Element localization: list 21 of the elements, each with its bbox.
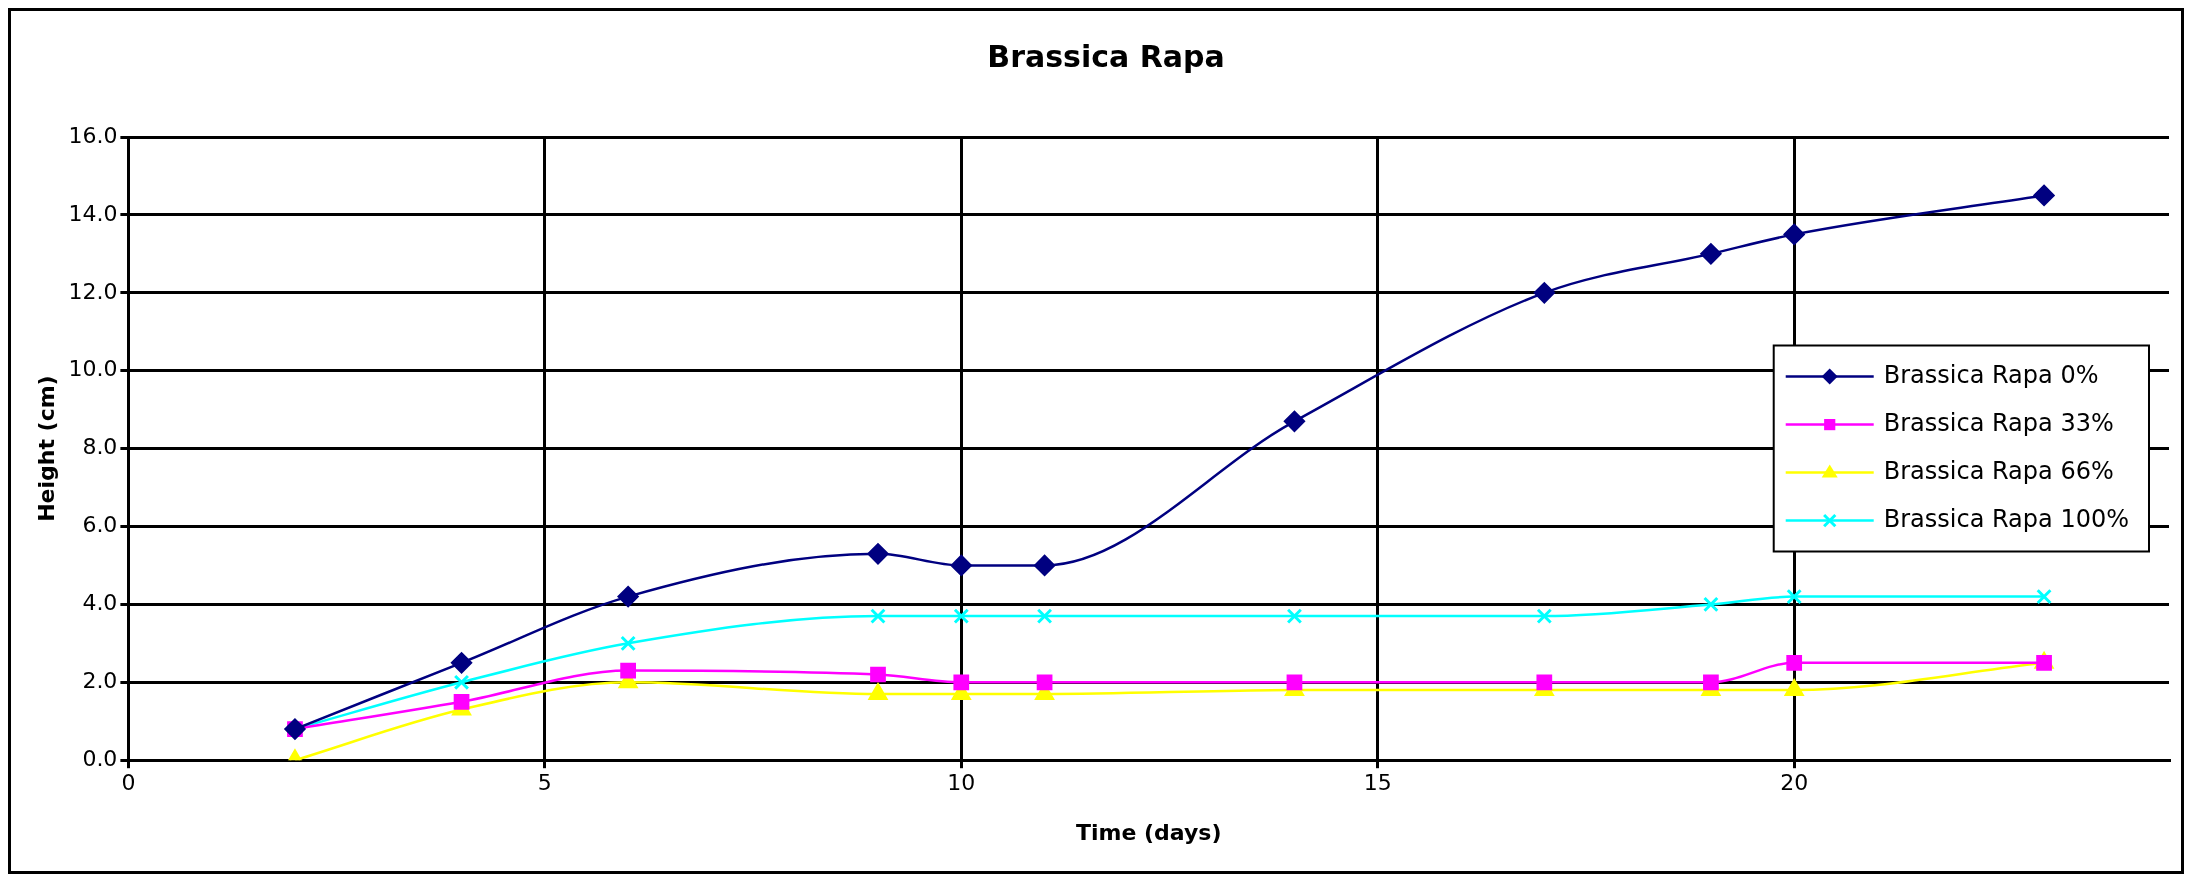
y-tick-label: 2.0 [82, 668, 118, 694]
legend-label: Brassica Rapa 100% [1883, 504, 2130, 533]
x-tick-label: 20 [1780, 770, 1809, 796]
x-tick-label: 15 [1363, 770, 1392, 796]
x-tick-label: 10 [947, 770, 976, 796]
legend-label: Brassica Rapa 0% [1883, 360, 2099, 389]
y-tick-label: 4.0 [82, 590, 118, 616]
legend-label: Brassica Rapa 66% [1883, 456, 2114, 485]
y-tick-label: 0.0 [82, 745, 118, 771]
x-tick-label: 0 [121, 770, 136, 796]
y-tick-label: 10.0 [68, 356, 118, 382]
y-tick-label: 14.0 [68, 200, 118, 226]
y-tick-label: 16.0 [68, 122, 118, 148]
x-axis-title: Time (days) [1075, 819, 1222, 845]
y-axis-title: Height (cm) [33, 375, 59, 522]
x-tick-label: 5 [537, 770, 552, 796]
y-tick-label: 8.0 [82, 434, 118, 460]
chart-title: Brassica Rapa [987, 38, 1225, 74]
y-tick-label: 6.0 [82, 512, 118, 538]
y-tick-label: 12.0 [68, 278, 118, 304]
legend-label: Brassica Rapa 33% [1883, 408, 2114, 437]
